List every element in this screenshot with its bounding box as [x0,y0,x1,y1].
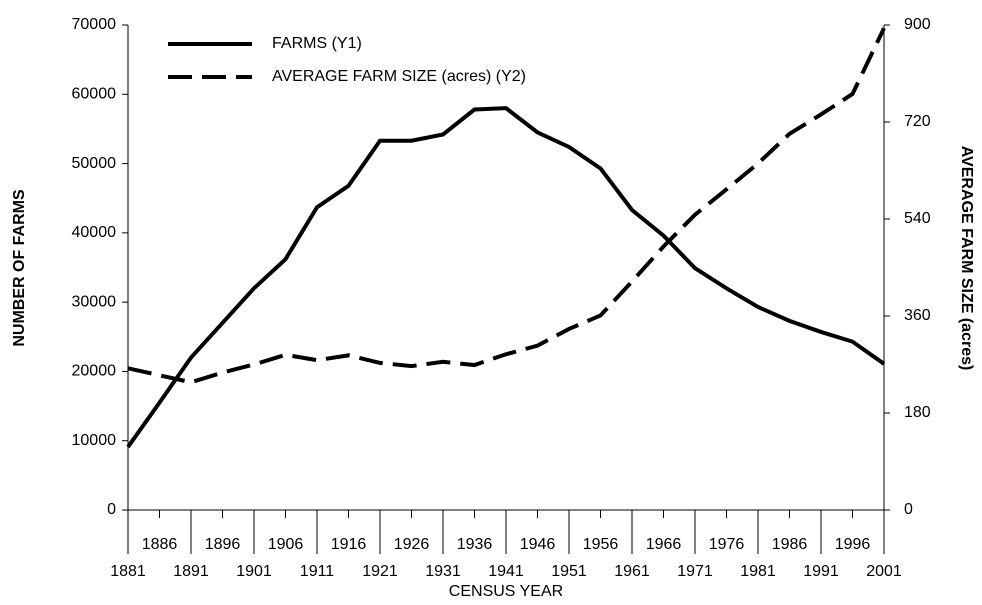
legend-label: FARMS (Y1) [272,35,362,52]
series-line [126,106,886,449]
x-tick-label: 1951 [551,563,587,580]
x-tick-label: 1991 [803,563,839,580]
x-tick-label: 1996 [835,536,871,553]
x-tick-label: 1901 [236,563,272,580]
y-axis-label: NUMBER OF FARMS [11,189,28,347]
x-tick-label: 1906 [268,536,304,553]
y2-tick-label: 540 [904,210,931,227]
series-line [127,27,886,385]
y2-tick-label: 360 [904,307,931,324]
x-tick-label: 1946 [520,536,556,553]
x-tick-label: 1941 [488,563,524,580]
x-tick-label: 1911 [300,563,335,580]
y-tick-label: 20000 [72,363,117,380]
y-tick-label: 50000 [72,155,117,172]
x-tick-label: 1881 [110,563,146,580]
y2-tick-label: 900 [904,16,931,33]
x-tick-label: 1916 [331,536,367,553]
x-tick-label: 1976 [709,536,745,553]
y-tick-label: 70000 [72,16,117,33]
legend-label: AVERAGE FARM SIZE (acres) (Y2) [272,68,526,85]
x-tick-label: 1896 [205,536,241,553]
x-tick-label: 1986 [772,536,808,553]
y-tick-label: 60000 [72,86,117,103]
y2-tick-label: 0 [904,501,913,518]
x-tick-label: 1966 [646,536,682,553]
y-tick-label: 30000 [72,293,117,310]
x-tick-label: 1921 [362,563,398,580]
x-tick-label: 1971 [677,563,713,580]
y-tick-label: 10000 [72,432,117,449]
y-tick-label: 0 [107,501,116,518]
x-tick-label: 1926 [394,536,430,553]
x-tick-label: 1936 [457,536,493,553]
x-tick-label: 1891 [173,563,209,580]
y2-tick-label: 180 [904,404,931,421]
x-tick-label: 1956 [583,536,619,553]
y2-tick-label: 720 [904,113,931,130]
x-tick-label: 2001 [866,563,902,580]
y-tick-label: 40000 [72,224,117,241]
x-axis-label: CENSUS YEAR [449,583,563,600]
x-tick-label: 1886 [142,536,178,553]
x-tick-label: 1981 [740,563,776,580]
x-tick-label: 1931 [425,563,461,580]
x-tick-label: 1961 [614,563,650,580]
y2-axis-label: AVERAGE FARM SIZE (acres) [958,146,975,371]
